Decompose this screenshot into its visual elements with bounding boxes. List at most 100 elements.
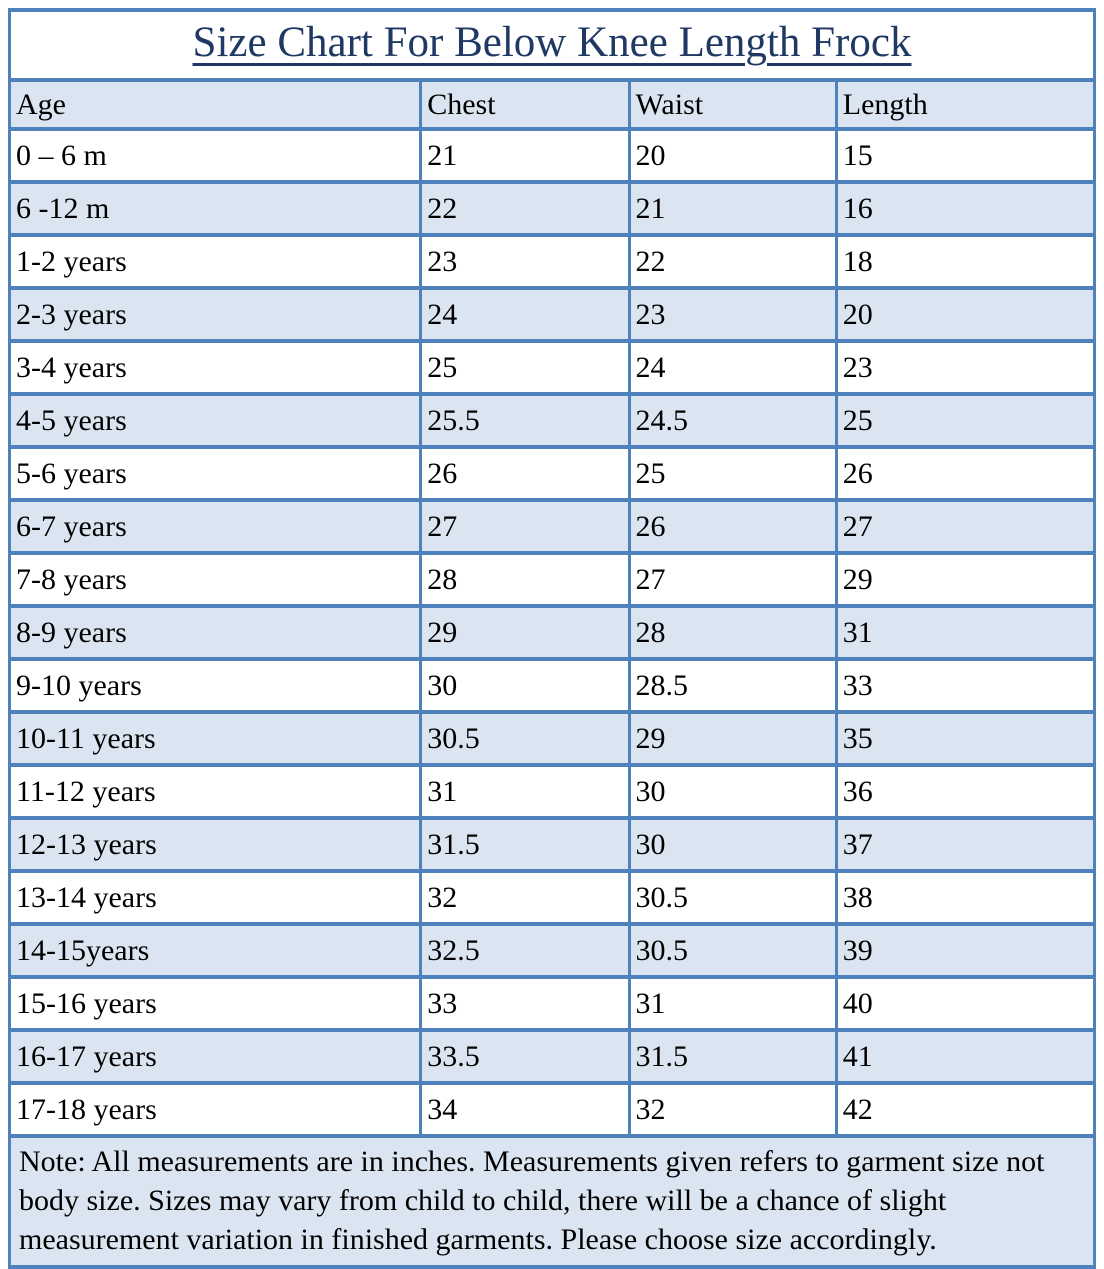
- age-cell: 2-3 years: [7, 286, 423, 343]
- table-row: 9-10 years 30 28.5 33: [7, 657, 1097, 714]
- length-cell: 27: [834, 498, 1097, 555]
- length-cell: 41: [834, 1028, 1097, 1085]
- table-row: 15-16 years 33 31 40: [7, 975, 1097, 1032]
- age-cell: 7-8 years: [7, 551, 423, 608]
- waist-cell: 24: [627, 339, 838, 396]
- waist-cell: 24.5: [627, 392, 838, 449]
- waist-cell: 27: [627, 551, 838, 608]
- chest-cell: 27: [419, 498, 631, 555]
- table-row: 6-7 years 27 26 27: [7, 498, 1097, 555]
- table-row: 16-17 years 33.5 31.5 41: [7, 1028, 1097, 1085]
- table-row: 11-12 years 31 30 36: [7, 763, 1097, 820]
- length-cell: 23: [834, 339, 1097, 396]
- table-row: 4-5 years 25.5 24.5 25: [7, 392, 1097, 449]
- note-row: Note: All measurements are in inches. Me…: [8, 1134, 1096, 1269]
- length-cell: 42: [834, 1081, 1097, 1138]
- waist-cell: 28: [627, 604, 838, 661]
- column-header-waist: Waist: [627, 78, 838, 131]
- length-cell: 40: [834, 975, 1097, 1032]
- column-header-length: Length: [834, 78, 1097, 131]
- age-cell: 14-15years: [7, 922, 423, 979]
- chest-cell: 26: [419, 445, 631, 502]
- table-row: 2-3 years 24 23 20: [7, 286, 1097, 343]
- age-cell: 12-13 years: [7, 816, 423, 873]
- age-cell: 13-14 years: [7, 869, 423, 926]
- age-cell: 3-4 years: [7, 339, 423, 396]
- table-row: 8-9 years 29 28 31: [7, 604, 1097, 661]
- length-cell: 25: [834, 392, 1097, 449]
- length-cell: 31: [834, 604, 1097, 661]
- waist-cell: 30: [627, 816, 838, 873]
- waist-cell: 29: [627, 710, 838, 767]
- chest-cell: 28: [419, 551, 631, 608]
- length-cell: 37: [834, 816, 1097, 873]
- chest-cell: 34: [419, 1081, 631, 1138]
- chest-cell: 21: [419, 127, 631, 184]
- chest-cell: 22: [419, 180, 631, 237]
- length-cell: 33: [834, 657, 1097, 714]
- waist-cell: 31: [627, 975, 838, 1032]
- waist-cell: 20: [627, 127, 838, 184]
- chest-cell: 25.5: [419, 392, 631, 449]
- column-header-age: Age: [7, 78, 423, 131]
- age-cell: 6 -12 m: [7, 180, 423, 237]
- length-cell: 36: [834, 763, 1097, 820]
- chest-cell: 30: [419, 657, 631, 714]
- waist-cell: 30: [627, 763, 838, 820]
- chest-cell: 30.5: [419, 710, 631, 767]
- table-row: 7-8 years 28 27 29: [7, 551, 1097, 608]
- age-cell: 16-17 years: [7, 1028, 423, 1085]
- age-cell: 6-7 years: [7, 498, 423, 555]
- age-cell: 0 – 6 m: [7, 127, 423, 184]
- waist-cell: 30.5: [627, 869, 838, 926]
- waist-cell: 21: [627, 180, 838, 237]
- age-cell: 11-12 years: [7, 763, 423, 820]
- age-cell: 9-10 years: [7, 657, 423, 714]
- header-row: Age Chest Waist Length: [7, 78, 1097, 131]
- table-row: 0 – 6 m 21 20 15: [7, 127, 1097, 184]
- length-cell: 18: [834, 233, 1097, 290]
- age-cell: 5-6 years: [7, 445, 423, 502]
- table-row: 12-13 years 31.5 30 37: [7, 816, 1097, 873]
- waist-cell: 23: [627, 286, 838, 343]
- chest-cell: 23: [419, 233, 631, 290]
- waist-cell: 32: [627, 1081, 838, 1138]
- page-title: Size Chart For Below Knee Length Frock: [192, 18, 912, 66]
- length-cell: 15: [834, 127, 1097, 184]
- length-cell: 16: [834, 180, 1097, 237]
- waist-cell: 26: [627, 498, 838, 555]
- title-row: Size Chart For Below Knee Length Frock: [8, 8, 1096, 82]
- chest-cell: 32.5: [419, 922, 631, 979]
- length-cell: 29: [834, 551, 1097, 608]
- age-cell: 17-18 years: [7, 1081, 423, 1138]
- age-cell: 8-9 years: [7, 604, 423, 661]
- waist-cell: 22: [627, 233, 838, 290]
- length-cell: 38: [834, 869, 1097, 926]
- chest-cell: 31: [419, 763, 631, 820]
- table-row: 3-4 years 25 24 23: [7, 339, 1097, 396]
- chest-cell: 31.5: [419, 816, 631, 873]
- size-chart-table: Size Chart For Below Knee Length Frock A…: [7, 8, 1097, 1269]
- table-row: 17-18 years 34 32 42: [7, 1081, 1097, 1138]
- waist-cell: 25: [627, 445, 838, 502]
- table-row: 13-14 years 32 30.5 38: [7, 869, 1097, 926]
- age-cell: 1-2 years: [7, 233, 423, 290]
- length-cell: 39: [834, 922, 1097, 979]
- waist-cell: 31.5: [627, 1028, 838, 1085]
- column-header-chest: Chest: [419, 78, 631, 131]
- length-cell: 26: [834, 445, 1097, 502]
- table-row: 10-11 years 30.5 29 35: [7, 710, 1097, 767]
- length-cell: 20: [834, 286, 1097, 343]
- age-cell: 4-5 years: [7, 392, 423, 449]
- title-cell: Size Chart For Below Knee Length Frock: [8, 8, 1096, 82]
- age-cell: 15-16 years: [7, 975, 423, 1032]
- chest-cell: 33: [419, 975, 631, 1032]
- chest-cell: 33.5: [419, 1028, 631, 1085]
- chest-cell: 29: [419, 604, 631, 661]
- note-text: Note: All measurements are in inches. Me…: [8, 1134, 1096, 1269]
- waist-cell: 30.5: [627, 922, 838, 979]
- chest-cell: 24: [419, 286, 631, 343]
- table-row: 5-6 years 26 25 26: [7, 445, 1097, 502]
- length-cell: 35: [834, 710, 1097, 767]
